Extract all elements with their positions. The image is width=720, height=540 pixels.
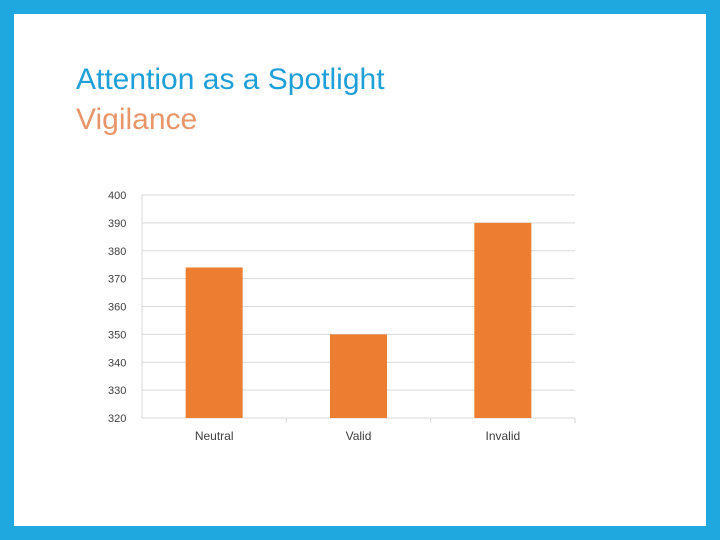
bar-invalid bbox=[474, 222, 532, 418]
y-tick-label: 370 bbox=[108, 274, 126, 286]
y-tick-label: 360 bbox=[108, 302, 126, 314]
y-tick-label: 390 bbox=[108, 218, 126, 230]
x-tick-label: Neutral bbox=[195, 429, 234, 443]
bar-neutral bbox=[185, 267, 243, 418]
bar-valid bbox=[330, 334, 387, 418]
x-tick-label: Valid bbox=[346, 429, 372, 443]
x-tick-label: Invalid bbox=[485, 429, 520, 443]
y-tick-label: 330 bbox=[108, 385, 126, 397]
y-tick-label: 320 bbox=[108, 413, 126, 425]
y-tick-label: 340 bbox=[108, 357, 126, 369]
bar-chart-svg: 320 330 340 350 360 370 380 390 400 Neutral Valid I… bbox=[108, 190, 576, 443]
bar-chart: 320 330 340 350 360 370 380 390 400 Neutral Valid I… bbox=[90, 180, 590, 450]
slide-title: Attention as a Spotlight bbox=[76, 63, 385, 96]
y-tick-label: 380 bbox=[108, 246, 126, 258]
y-tick-label: 400 bbox=[108, 190, 126, 202]
y-tick-label: 350 bbox=[108, 329, 126, 341]
slide-subtitle: Vigilance bbox=[76, 103, 198, 136]
